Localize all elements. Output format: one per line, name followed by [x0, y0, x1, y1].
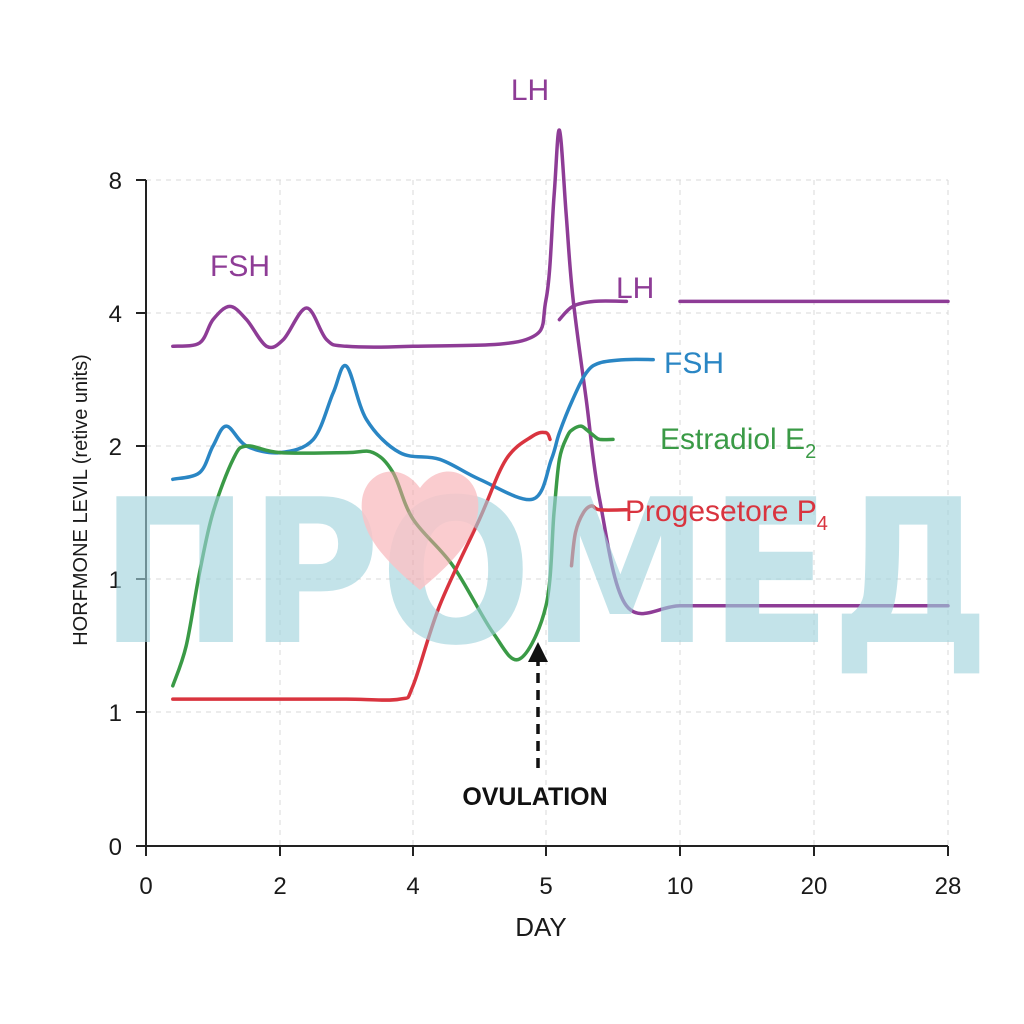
- y-tick-label: 1: [109, 567, 122, 594]
- label-estradiol-main: Estradiol E: [660, 423, 805, 456]
- watermark: ПРОМЕД: [100, 457, 990, 690]
- y-tick-label: 2: [109, 434, 122, 461]
- x-tick-label: 10: [667, 873, 694, 900]
- label-estradiol: Estradiol E2: [660, 423, 816, 463]
- x-tick-label: 20: [801, 873, 828, 900]
- series-line-lh-1: [557, 299, 629, 322]
- y-tick-label: 0: [109, 834, 122, 861]
- x-tick-label: 5: [539, 873, 552, 900]
- ovulation-arrow: [528, 642, 548, 768]
- watermark-text: ПРОМЕД: [100, 457, 990, 690]
- series-line-progesterone-p4-5: [171, 430, 552, 702]
- y-tick-label: 4: [109, 301, 122, 328]
- y-axis-title: HORFMONE LEVIL (retive units): [70, 354, 92, 646]
- series-line-fsh-3: [171, 357, 655, 502]
- label-estradiol-sub: 2: [805, 441, 816, 463]
- y-ticks: 0 1 1 2 4 8: [109, 168, 146, 861]
- label-progesterone-main: Progesetore P: [625, 495, 817, 528]
- label-lh-peak: LH: [511, 74, 549, 107]
- ovulation-label: OVULATION: [462, 783, 607, 811]
- series-layer: [171, 128, 950, 702]
- ovulation-arrowhead-icon: [528, 642, 548, 662]
- label-fsh-right: FSH: [664, 347, 724, 380]
- x-ticks: 0 2 4 5 10 20 28: [139, 846, 961, 900]
- series-line-estradiol-e2-4: [171, 424, 615, 688]
- label-progesterone-sub: 4: [817, 513, 828, 535]
- x-tick-label: 4: [406, 873, 419, 900]
- label-progesterone: Progesetore P4: [625, 495, 828, 535]
- series-line-lh-0: [171, 128, 950, 616]
- x-tick-label: 28: [935, 873, 962, 900]
- series-line-progesterone-p4-6: [569, 504, 629, 568]
- label-fsh-top: FSH: [210, 250, 270, 283]
- x-axis-title: DAY: [515, 912, 567, 942]
- x-tick-label: 2: [273, 873, 286, 900]
- y-tick-label: 8: [109, 168, 122, 195]
- watermark-heart-icon: [361, 471, 479, 590]
- label-lh-right: LH: [616, 272, 654, 305]
- x-tick-label: 0: [139, 873, 152, 900]
- y-tick-label: 1: [109, 700, 122, 727]
